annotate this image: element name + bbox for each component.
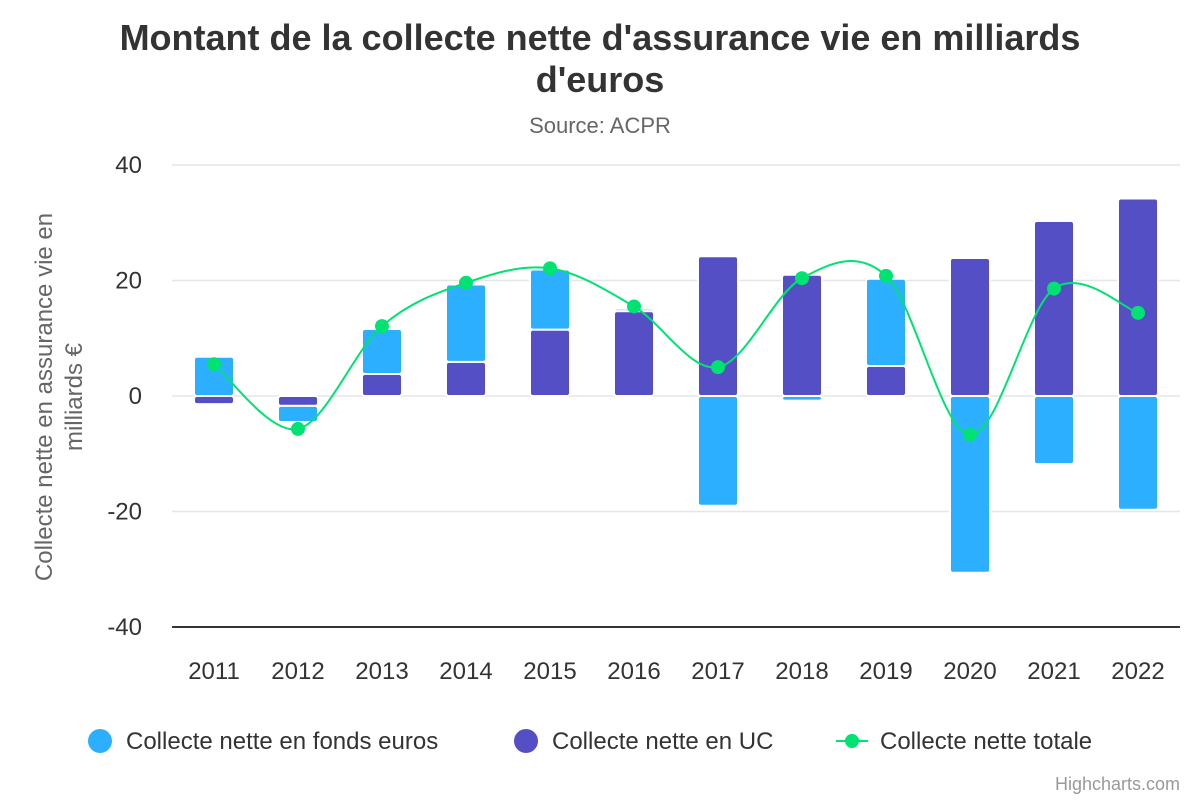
grid-lines — [172, 164, 1180, 628]
bar-series — [193, 197, 1159, 574]
bar-uc-2013[interactable] — [361, 373, 403, 397]
y-tick-label: 0 — [129, 383, 142, 410]
legend-item-fonds-euros[interactable]: Collecte nette en fonds euros — [88, 728, 438, 755]
x-tick-label: 2011 — [188, 658, 240, 685]
legend-symbol — [88, 729, 112, 753]
x-tick-label: 2013 — [355, 658, 408, 685]
line-series — [207, 260, 1145, 442]
bar-fonds-euros-2018[interactable] — [781, 395, 823, 402]
legend-label: Collecte nette en fonds euros — [126, 728, 438, 755]
x-tick-label: 2020 — [943, 658, 996, 685]
point-totale-2019[interactable] — [879, 268, 893, 283]
point-totale-2011[interactable] — [207, 357, 221, 372]
bar-fonds-euros-2013[interactable] — [361, 328, 403, 376]
legend-symbol — [845, 734, 859, 748]
y-tick-label: 20 — [115, 268, 142, 295]
y-tick-label: -40 — [107, 614, 142, 641]
x-tick-label: 2012 — [271, 658, 324, 685]
x-tick-label: 2022 — [1111, 658, 1164, 685]
y-axis-tick-labels: 40 20 0 -20 -40 — [107, 152, 142, 641]
bar-uc-2020[interactable] — [949, 256, 991, 398]
y-axis-title-line2: milliards € — [61, 342, 88, 451]
bar-uc-2017[interactable] — [697, 255, 739, 397]
bar-fonds-euros-2011[interactable] — [193, 355, 235, 398]
point-totale-2021[interactable] — [1047, 281, 1061, 296]
point-totale-2016[interactable] — [627, 299, 641, 314]
y-tick-label: -20 — [107, 499, 142, 526]
chart-title-line1: Montant de la collecte nette d'assurance… — [120, 17, 1081, 58]
bar-fonds-euros-2020[interactable] — [949, 395, 991, 574]
x-tick-label: 2021 — [1027, 658, 1080, 685]
legend-item-uc[interactable]: Collecte nette en UC — [514, 728, 773, 755]
bar-fonds-euros-2022[interactable] — [1117, 395, 1159, 511]
bar-fonds-euros-2014[interactable] — [445, 283, 487, 363]
y-axis-title-line1: Collecte nette en assurance vie en — [31, 213, 58, 581]
x-tick-label: 2019 — [859, 658, 912, 685]
x-tick-label: 2015 — [523, 658, 576, 685]
bar-uc-2014[interactable] — [445, 360, 487, 397]
bar-uc-2015[interactable] — [529, 328, 571, 397]
bar-uc-2022[interactable] — [1117, 197, 1159, 397]
y-tick-label: 40 — [115, 152, 142, 179]
point-totale-2020[interactable] — [963, 427, 977, 442]
x-tick-label: 2018 — [775, 658, 828, 685]
bar-fonds-euros-2019[interactable] — [865, 277, 907, 367]
x-tick-label: 2014 — [439, 658, 492, 685]
credits-text[interactable]: Highcharts.com — [1055, 774, 1180, 794]
line-totale-path — [213, 260, 1139, 436]
legend-label: Collecte nette en UC — [552, 728, 773, 755]
point-totale-2018[interactable] — [795, 271, 809, 286]
bar-uc-2016[interactable] — [613, 310, 655, 398]
bar-uc-2019[interactable] — [865, 364, 907, 398]
legend[interactable]: Collecte nette en fonds euros Collecte ne… — [88, 728, 1092, 755]
legend-label: Collecte nette totale — [880, 728, 1092, 755]
bar-fonds-euros-2017[interactable] — [697, 395, 739, 507]
x-tick-label: 2016 — [607, 658, 660, 685]
bar-uc-2011[interactable] — [193, 395, 235, 406]
point-totale-2013[interactable] — [375, 319, 389, 334]
chart-subtitle: Source: ACPR — [529, 113, 671, 138]
legend-symbol — [514, 729, 538, 753]
legend-item-totale[interactable]: Collecte nette totale — [836, 728, 1092, 755]
point-totale-2022[interactable] — [1131, 305, 1145, 320]
point-totale-2012[interactable] — [291, 421, 305, 436]
bar-uc-2018[interactable] — [781, 273, 823, 398]
x-tick-label: 2017 — [691, 658, 744, 685]
bar-fonds-euros-2021[interactable] — [1033, 395, 1075, 466]
x-axis-tick-labels: 2011 2012 2013 2014 2015 2016 2017 2018 2019 2020… — [188, 658, 1165, 685]
point-totale-2017[interactable] — [711, 360, 725, 375]
point-totale-2014[interactable] — [459, 275, 473, 290]
bar-fonds-euros-2015[interactable] — [529, 268, 571, 331]
bar-uc-2012[interactable] — [277, 395, 319, 407]
point-totale-2015[interactable] — [543, 261, 557, 276]
chart-title-line2: d'euros — [536, 59, 665, 100]
y-axis-title: Collecte nette en assurance vie en milli… — [31, 213, 88, 581]
